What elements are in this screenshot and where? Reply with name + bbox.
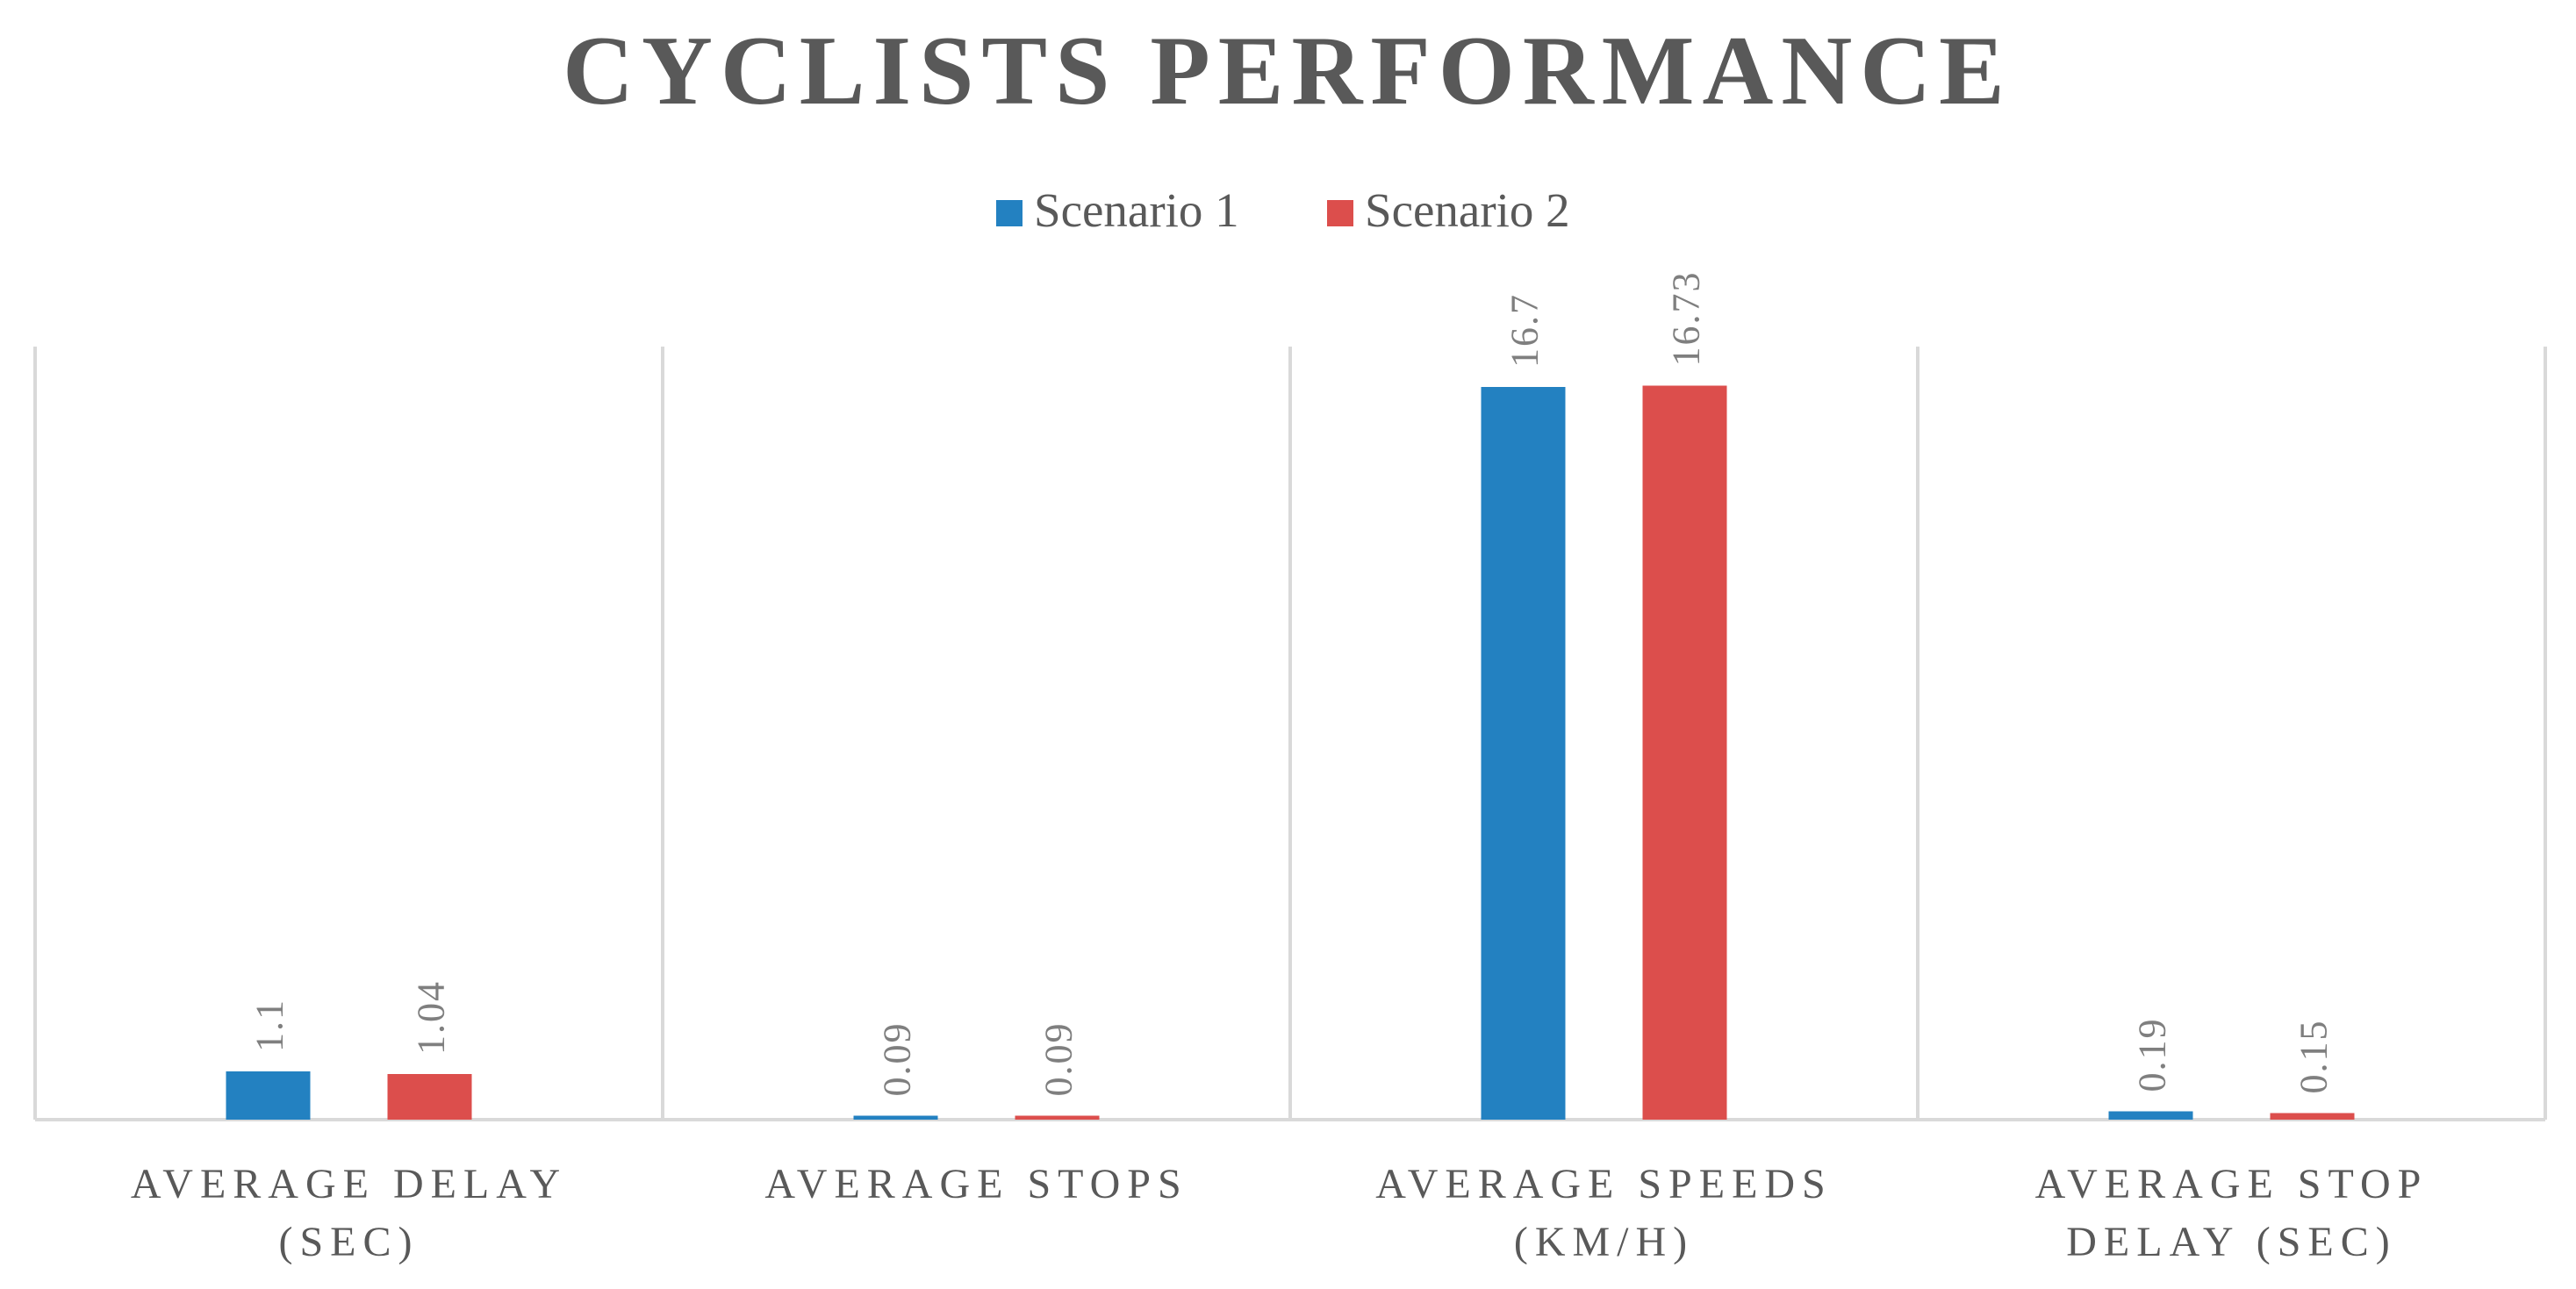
legend-swatch: [996, 200, 1023, 226]
category-labels: AVERAGE DELAY (SEC) AVERAGE STOPS AVERAGE S…: [131, 1161, 2429, 1265]
bar: [1642, 385, 1727, 1120]
data-label: 16.73: [1665, 271, 1708, 367]
data-label: 0.15: [2293, 1020, 2336, 1094]
category-label: AVERAGE STOPS: [764, 1161, 1188, 1207]
bar: [853, 1115, 938, 1120]
plot-area: 1.1 1.04 0.09 0.09 16.7 16.73 0.19 0.15: [33, 271, 2547, 1121]
category-label: AVERAGE DELAY: [131, 1161, 567, 1207]
category-label: (KM/H): [1514, 1219, 1694, 1265]
bar: [2108, 1111, 2193, 1120]
bar: [1481, 387, 1566, 1120]
legend: Scenario 1 Scenario 2: [996, 183, 1570, 237]
legend-label: Scenario 1: [1034, 183, 1239, 237]
data-label: 0.09: [1037, 1022, 1080, 1097]
bar: [1015, 1115, 1100, 1120]
category-label: AVERAGE SPEEDS: [1375, 1161, 1833, 1207]
data-label: 1.1: [248, 999, 291, 1052]
data-label: 16.7: [1503, 293, 1546, 368]
bar: [2270, 1113, 2355, 1120]
category-label: DELAY (SEC): [2066, 1219, 2396, 1265]
legend-label: Scenario 2: [1365, 183, 1570, 237]
data-label: 1.04: [410, 980, 453, 1055]
legend-swatch: [1327, 200, 1353, 226]
data-label: 0.09: [876, 1022, 919, 1097]
category-label: (SEC): [279, 1219, 420, 1265]
bar: [387, 1074, 472, 1120]
bar: [226, 1071, 311, 1120]
chart-title: CYCLISTS PERFORMANCE: [563, 17, 2013, 125]
data-label: 0.19: [2131, 1018, 2174, 1092]
category-label: AVERAGE STOP: [2035, 1161, 2429, 1207]
